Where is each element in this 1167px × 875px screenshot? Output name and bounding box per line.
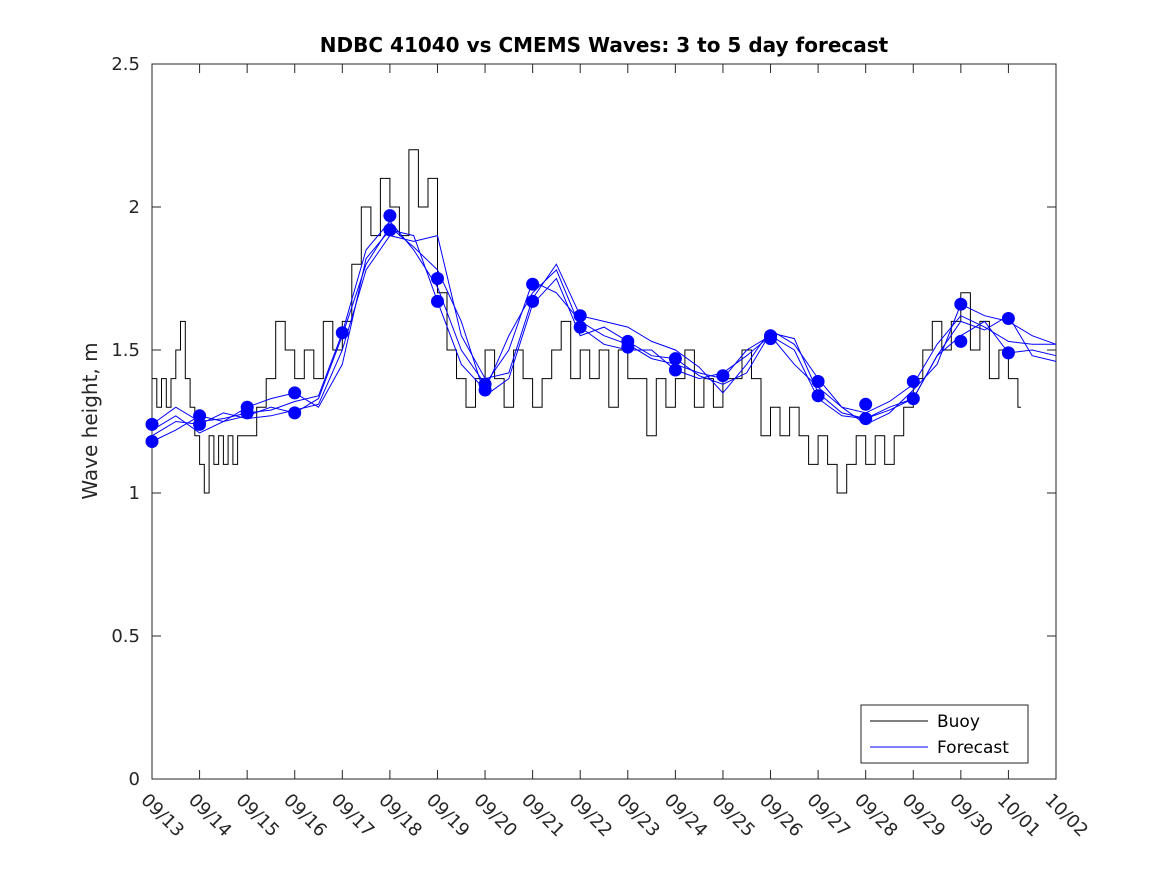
y-tick-label: 2 xyxy=(129,197,140,218)
forecast-series-line-4 xyxy=(151,226,1057,434)
forecast-marker xyxy=(145,417,159,431)
legend-forecast-label: Forecast xyxy=(937,738,1009,758)
forecast-marker xyxy=(954,334,968,348)
y-tick-label: 1 xyxy=(129,483,140,504)
forecast-marker xyxy=(478,383,492,397)
forecast-marker xyxy=(526,277,540,291)
forecast-marker xyxy=(193,417,207,431)
forecast-marker xyxy=(526,294,540,308)
forecast-marker xyxy=(716,369,730,383)
forecast-marker xyxy=(1001,346,1015,360)
forecast-marker xyxy=(288,386,302,400)
forecast-marker xyxy=(335,326,349,340)
y-axis-label: Wave height, m xyxy=(78,342,102,499)
forecast-marker xyxy=(573,320,587,334)
forecast-marker xyxy=(859,397,873,411)
forecast-marker xyxy=(383,223,397,237)
y-tick-label: 0 xyxy=(129,769,140,790)
forecast-marker xyxy=(1001,312,1015,325)
forecast-marker xyxy=(431,294,444,308)
legend: Buoy Forecast xyxy=(860,704,1029,764)
legend-buoy-label: Buoy xyxy=(937,712,980,732)
series-layer xyxy=(151,149,1057,494)
forecast-marker xyxy=(811,375,825,388)
forecast-series-line-2 xyxy=(151,229,1057,442)
forecast-marker xyxy=(906,392,920,406)
forecast-marker xyxy=(573,309,587,323)
forecast-marker xyxy=(288,406,302,420)
legend-box xyxy=(860,704,1029,764)
buoy-series-line xyxy=(152,149,1021,494)
forecast-marker xyxy=(764,332,777,346)
plot-area xyxy=(151,63,1057,780)
forecast-marker xyxy=(859,412,873,426)
forecast-marker xyxy=(811,389,825,403)
forecast-marker xyxy=(621,340,635,354)
y-tick-label: 1.5 xyxy=(111,340,140,361)
forecast-marker xyxy=(431,272,444,285)
marker-layer xyxy=(145,209,1015,448)
forecast-marker xyxy=(668,352,682,366)
y-tick-label: 2.5 xyxy=(111,54,140,75)
chart-title: NDBC 41040 vs CMEMS Waves: 3 to 5 day fo… xyxy=(320,33,889,57)
forecast-marker xyxy=(383,209,397,223)
forecast-marker xyxy=(145,435,159,448)
forecast-marker xyxy=(240,406,254,420)
forecast-marker xyxy=(954,297,968,311)
forecast-series-line-1 xyxy=(151,220,1056,425)
forecast-marker xyxy=(668,363,682,377)
forecast-marker xyxy=(906,375,920,388)
y-tick-label: 0.5 xyxy=(111,626,140,647)
